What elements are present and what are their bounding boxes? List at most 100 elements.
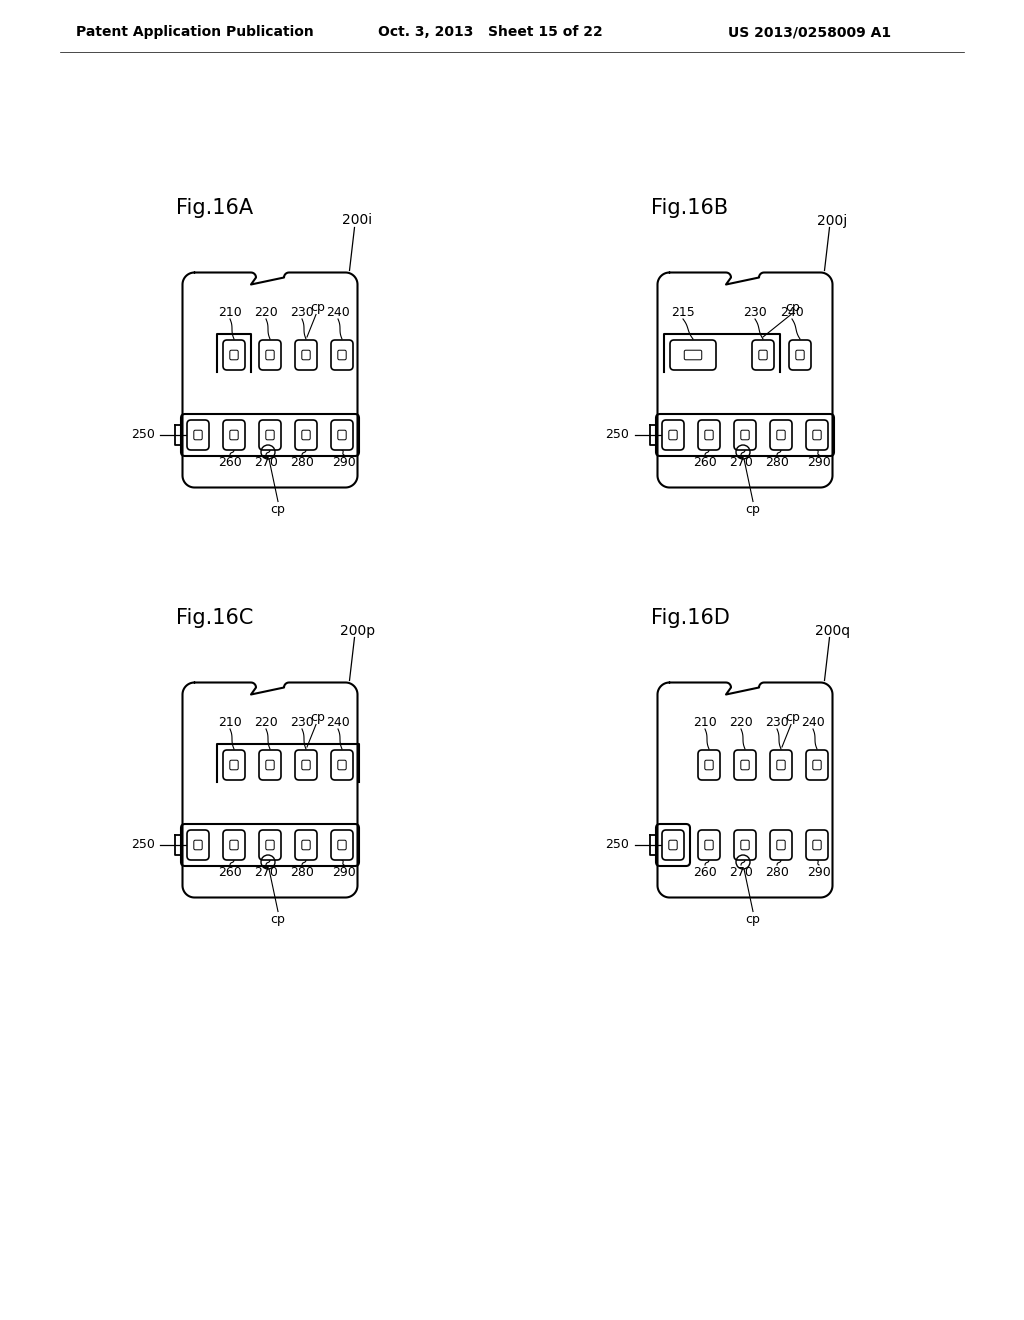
FancyBboxPatch shape	[295, 341, 317, 370]
Text: 290: 290	[807, 866, 830, 879]
Text: 260: 260	[218, 866, 242, 879]
Text: Fig.16C: Fig.16C	[176, 607, 254, 627]
Text: 250: 250	[605, 838, 630, 851]
FancyBboxPatch shape	[266, 760, 274, 770]
FancyBboxPatch shape	[813, 760, 821, 770]
FancyBboxPatch shape	[266, 350, 274, 360]
FancyBboxPatch shape	[223, 830, 245, 861]
Text: Patent Application Publication: Patent Application Publication	[76, 25, 314, 40]
Text: 220: 220	[254, 305, 278, 318]
FancyBboxPatch shape	[302, 760, 310, 770]
FancyBboxPatch shape	[796, 350, 804, 360]
FancyBboxPatch shape	[684, 350, 701, 360]
FancyBboxPatch shape	[813, 841, 821, 850]
FancyBboxPatch shape	[806, 750, 828, 780]
FancyBboxPatch shape	[777, 841, 785, 850]
Text: 280: 280	[290, 866, 314, 879]
FancyBboxPatch shape	[740, 430, 750, 440]
FancyBboxPatch shape	[770, 420, 792, 450]
FancyBboxPatch shape	[266, 430, 274, 440]
Text: 260: 260	[218, 455, 242, 469]
Text: cp: cp	[310, 301, 326, 314]
FancyBboxPatch shape	[187, 830, 209, 861]
Text: 290: 290	[332, 866, 356, 879]
Text: 200j: 200j	[817, 214, 848, 227]
FancyBboxPatch shape	[777, 760, 785, 770]
Text: 230: 230	[765, 715, 788, 729]
Text: 210: 210	[693, 715, 717, 729]
FancyBboxPatch shape	[698, 420, 720, 450]
FancyBboxPatch shape	[259, 750, 281, 780]
FancyBboxPatch shape	[266, 841, 274, 850]
FancyBboxPatch shape	[662, 830, 684, 861]
Text: 270: 270	[729, 455, 753, 469]
Text: 230: 230	[743, 305, 767, 318]
FancyBboxPatch shape	[295, 750, 317, 780]
FancyBboxPatch shape	[662, 420, 684, 450]
Text: cp: cp	[310, 711, 326, 723]
Text: cp: cp	[785, 711, 801, 723]
FancyBboxPatch shape	[338, 430, 346, 440]
FancyBboxPatch shape	[670, 341, 716, 370]
FancyBboxPatch shape	[331, 750, 353, 780]
FancyBboxPatch shape	[770, 750, 792, 780]
FancyBboxPatch shape	[734, 830, 756, 861]
Text: 250: 250	[131, 429, 155, 441]
FancyBboxPatch shape	[295, 830, 317, 861]
Text: 220: 220	[729, 715, 753, 729]
FancyBboxPatch shape	[302, 841, 310, 850]
Text: Oct. 3, 2013   Sheet 15 of 22: Oct. 3, 2013 Sheet 15 of 22	[378, 25, 602, 40]
Text: US 2013/0258009 A1: US 2013/0258009 A1	[728, 25, 892, 40]
FancyBboxPatch shape	[223, 420, 245, 450]
Text: 230: 230	[290, 715, 314, 729]
Text: 240: 240	[801, 715, 825, 729]
Text: 240: 240	[326, 305, 350, 318]
Text: cp: cp	[270, 913, 286, 927]
FancyBboxPatch shape	[229, 430, 239, 440]
FancyBboxPatch shape	[777, 430, 785, 440]
Text: Fig.16B: Fig.16B	[651, 198, 728, 218]
FancyBboxPatch shape	[813, 430, 821, 440]
FancyBboxPatch shape	[759, 350, 767, 360]
Text: 290: 290	[332, 455, 356, 469]
Text: 240: 240	[780, 305, 804, 318]
Text: 270: 270	[254, 455, 278, 469]
FancyBboxPatch shape	[806, 420, 828, 450]
Text: 230: 230	[290, 305, 314, 318]
FancyBboxPatch shape	[302, 430, 310, 440]
FancyBboxPatch shape	[740, 760, 750, 770]
Text: 210: 210	[218, 305, 242, 318]
Text: 215: 215	[671, 305, 695, 318]
FancyBboxPatch shape	[338, 841, 346, 850]
FancyBboxPatch shape	[229, 841, 239, 850]
FancyBboxPatch shape	[338, 760, 346, 770]
FancyBboxPatch shape	[770, 830, 792, 861]
Text: 200p: 200p	[340, 623, 375, 638]
FancyBboxPatch shape	[331, 420, 353, 450]
FancyBboxPatch shape	[698, 750, 720, 780]
Text: Fig.16A: Fig.16A	[176, 198, 254, 218]
FancyBboxPatch shape	[669, 430, 677, 440]
Text: 270: 270	[729, 866, 753, 879]
FancyBboxPatch shape	[338, 350, 346, 360]
Text: 200i: 200i	[342, 214, 373, 227]
Text: 270: 270	[254, 866, 278, 879]
Text: cp: cp	[785, 301, 801, 314]
FancyBboxPatch shape	[259, 341, 281, 370]
FancyBboxPatch shape	[698, 830, 720, 861]
Text: cp: cp	[745, 503, 761, 516]
FancyBboxPatch shape	[259, 830, 281, 861]
Text: 220: 220	[254, 715, 278, 729]
FancyBboxPatch shape	[705, 430, 713, 440]
Text: 280: 280	[290, 455, 314, 469]
FancyBboxPatch shape	[669, 841, 677, 850]
Text: cp: cp	[270, 503, 286, 516]
Text: Fig.16D: Fig.16D	[650, 607, 729, 627]
FancyBboxPatch shape	[705, 841, 713, 850]
FancyBboxPatch shape	[194, 430, 202, 440]
FancyBboxPatch shape	[295, 420, 317, 450]
FancyBboxPatch shape	[734, 750, 756, 780]
Text: 280: 280	[765, 455, 788, 469]
FancyBboxPatch shape	[752, 341, 774, 370]
Text: 280: 280	[765, 866, 788, 879]
